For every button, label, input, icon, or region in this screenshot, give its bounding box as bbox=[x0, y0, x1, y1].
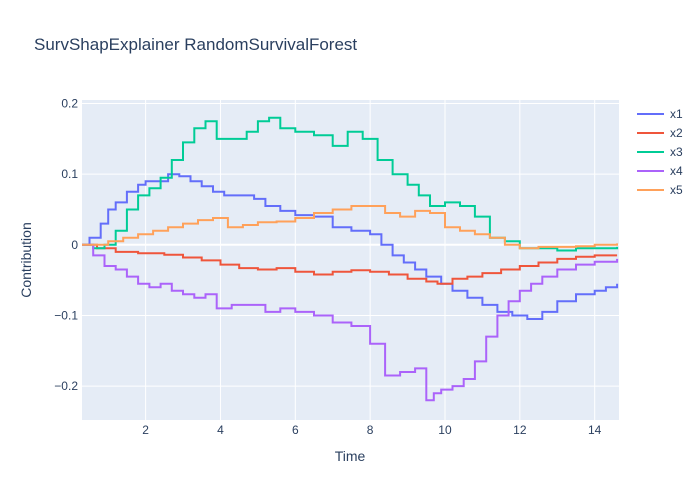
legend-item-x4[interactable]: x4 bbox=[637, 164, 683, 178]
chart-title: SurvShapExplainer RandomSurvivalForest bbox=[34, 35, 357, 54]
legend-item-x1[interactable]: x1 bbox=[637, 107, 683, 121]
series-line-x1 bbox=[82, 173, 619, 320]
series-line-x5 bbox=[82, 205, 619, 250]
legend-item-x2[interactable]: x2 bbox=[637, 126, 683, 140]
tick-labels: 2 4 6 8 10 12 14 −0.2 −0.1 0 0.1 0.2 bbox=[54, 97, 601, 437]
legend-item-x3[interactable]: x3 bbox=[637, 145, 683, 159]
x-tick-label: 6 bbox=[292, 423, 299, 437]
y-tick-label: 0 bbox=[71, 238, 78, 252]
x-tick-label: 12 bbox=[513, 423, 527, 437]
x-axis-label: Time bbox=[335, 448, 366, 464]
x-tick-label: 2 bbox=[142, 423, 149, 437]
y-tick-label: −0.2 bbox=[54, 379, 78, 393]
x-tick-label: 10 bbox=[438, 423, 452, 437]
y-tick-label: 0.2 bbox=[61, 97, 78, 111]
y-axis-label: Contribution bbox=[18, 222, 34, 298]
legend-label: x2 bbox=[670, 126, 683, 140]
plot-area bbox=[82, 100, 619, 420]
legend-label: x5 bbox=[670, 183, 683, 197]
legend-label: x1 bbox=[670, 107, 683, 121]
legend[interactable]: x1 x2 x3 x4 x5 bbox=[637, 107, 683, 197]
y-tick-label: −0.1 bbox=[54, 308, 78, 322]
x-tick-label: 14 bbox=[588, 423, 602, 437]
legend-label: x3 bbox=[670, 145, 683, 159]
x-tick-label: 4 bbox=[217, 423, 224, 437]
y-tick-label: 0.1 bbox=[61, 167, 78, 181]
series-line-x4 bbox=[82, 243, 619, 402]
series-line-x2 bbox=[82, 243, 618, 285]
legend-item-x5[interactable]: x5 bbox=[637, 183, 683, 197]
legend-label: x4 bbox=[670, 164, 683, 178]
x-tick-label: 8 bbox=[367, 423, 374, 437]
series-lines bbox=[82, 116, 619, 402]
